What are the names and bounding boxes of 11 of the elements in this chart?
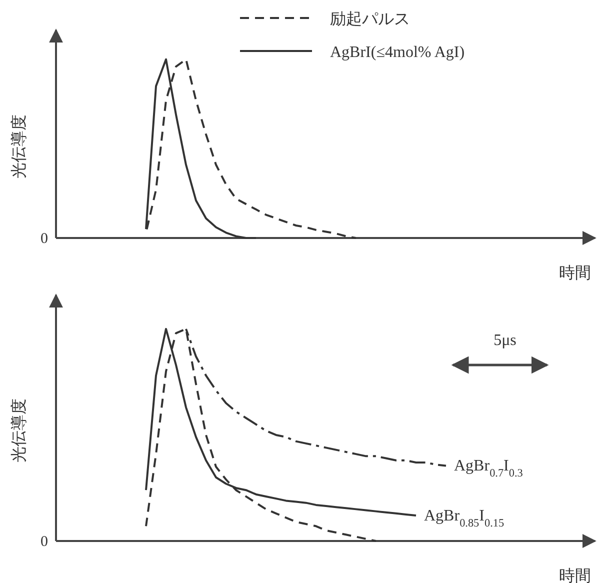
y-axis-title: 光伝導度 xyxy=(10,114,28,178)
legend-label: 励起パルス xyxy=(330,11,410,28)
y-axis-title: 光伝導度 xyxy=(10,398,28,462)
legend-label: AgBrI(≤4mol% AgI) xyxy=(330,44,465,61)
text: 0 xyxy=(40,231,48,247)
annotation: 5μs xyxy=(494,332,516,349)
x-axis-title: 時間 xyxy=(559,264,591,282)
series-label: AgBr$_{0.7}$I$_{0.3}$ xyxy=(454,458,524,480)
text: 0 xyxy=(40,534,48,550)
series-label: AgBr$_{0.85}$I$_{0.15}$ xyxy=(424,508,504,530)
x-axis-title: 時間 xyxy=(559,567,591,583)
